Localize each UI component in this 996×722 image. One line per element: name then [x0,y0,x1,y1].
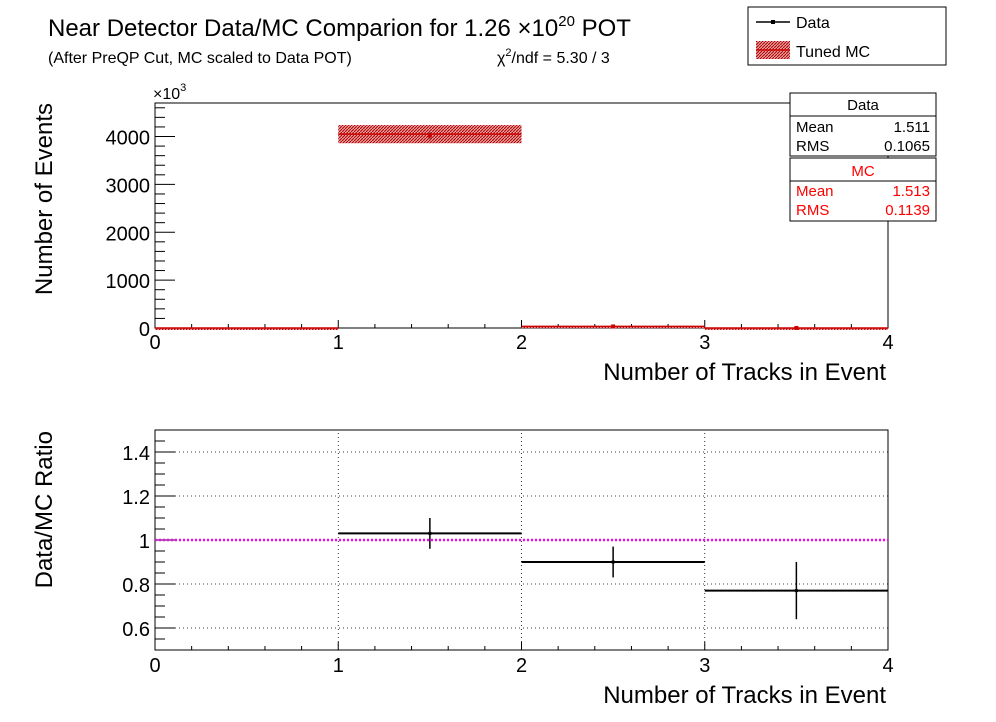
ratio-x-tick-label: 2 [516,655,527,677]
main-marks [155,125,888,330]
ratio-x-tick-label: 0 [149,655,160,677]
ratio-x-axis-label: Number of Tracks in Event [603,682,886,709]
stats-box-data: Data Mean 1.511 RMS 0.1065 [789,92,937,157]
ratio-y-tick-label: 1.2 [122,487,150,509]
ratio-y-tick-label: 1.4 [122,443,150,465]
stats-mc-mean-label: Mean [796,183,834,200]
main-x-axis-label: Number of Tracks in Event [603,359,886,386]
main-y-tick-label: 2000 [106,223,151,245]
main-y-tick-label: 0 [139,319,150,341]
ratio-y-axis-label: Data/MC Ratio [31,431,58,588]
ratio-point [428,531,432,535]
ratio-y-tick-label: 0.8 [122,575,150,597]
ratio-y-tick-label: 1 [139,531,150,553]
main-y-tick-label: 1000 [106,271,151,293]
stats-mc-title: MC [851,163,874,180]
main-y-multiplier: ×103 [153,82,186,103]
main-x-tick-label: 4 [882,332,893,354]
ratio-x-tick-label: 4 [882,655,893,677]
stats-mc-frame [789,157,937,222]
legend-data-label: Data [796,15,830,32]
ratio-point [611,560,615,564]
main-x-ticks: 0 1 2 3 4 [149,320,894,354]
data-point [611,324,616,329]
main-y-tick-label: 4000 [106,128,151,150]
stats-data-rms-value: 0.1065 [884,138,930,155]
legend-mc-label: Tuned MC [796,44,870,61]
main-x-tick-label: 3 [699,332,710,354]
main-x-tick-label: 0 [149,332,160,354]
ratio-marks [155,518,888,620]
mc-error-band [155,328,339,330]
ratio-x-ticks: 0 1 2 3 4 [149,642,894,677]
main-y-ticks: 0 1000 2000 3000 4000 [106,107,175,341]
legend-data-marker [771,20,775,24]
stats-data-frame [789,92,937,157]
main-x-tick-label: 1 [333,332,344,354]
stats-data-mean-label: Mean [796,119,834,136]
chart-title: Near Detector Data/MC Comparion for 1.26… [48,13,631,42]
stats-mc-rms-value: 0.1139 [885,202,930,219]
main-y-axis-label: Number of Events [31,103,58,295]
stats-mc-rms-label: RMS [796,202,829,219]
chi2-label: χ2/ndf = 5.30 / 3 [497,47,610,67]
stats-data-mean-value: 1.511 [894,119,930,136]
ratio-point [794,589,798,593]
main-y-tick-label: 3000 [106,175,151,197]
ratio-y-tick-label: 0.6 [122,619,150,641]
data-point [794,325,799,330]
stats-data-rms-label: RMS [796,138,829,155]
legend: Data Tuned MC [747,6,947,66]
stats-data-title: Data [847,97,879,114]
stats-box-mc: MC Mean 1.513 RMS 0.1139 [789,157,937,222]
main-x-tick-label: 2 [516,332,527,354]
chart-subtitle: (After PreQP Cut, MC scaled to Data POT) [48,50,352,67]
ratio-x-tick-label: 1 [333,655,344,677]
ratio-x-tick-label: 3 [699,655,710,677]
data-point [427,133,432,138]
stats-mc-mean-value: 1.513 [892,183,930,200]
